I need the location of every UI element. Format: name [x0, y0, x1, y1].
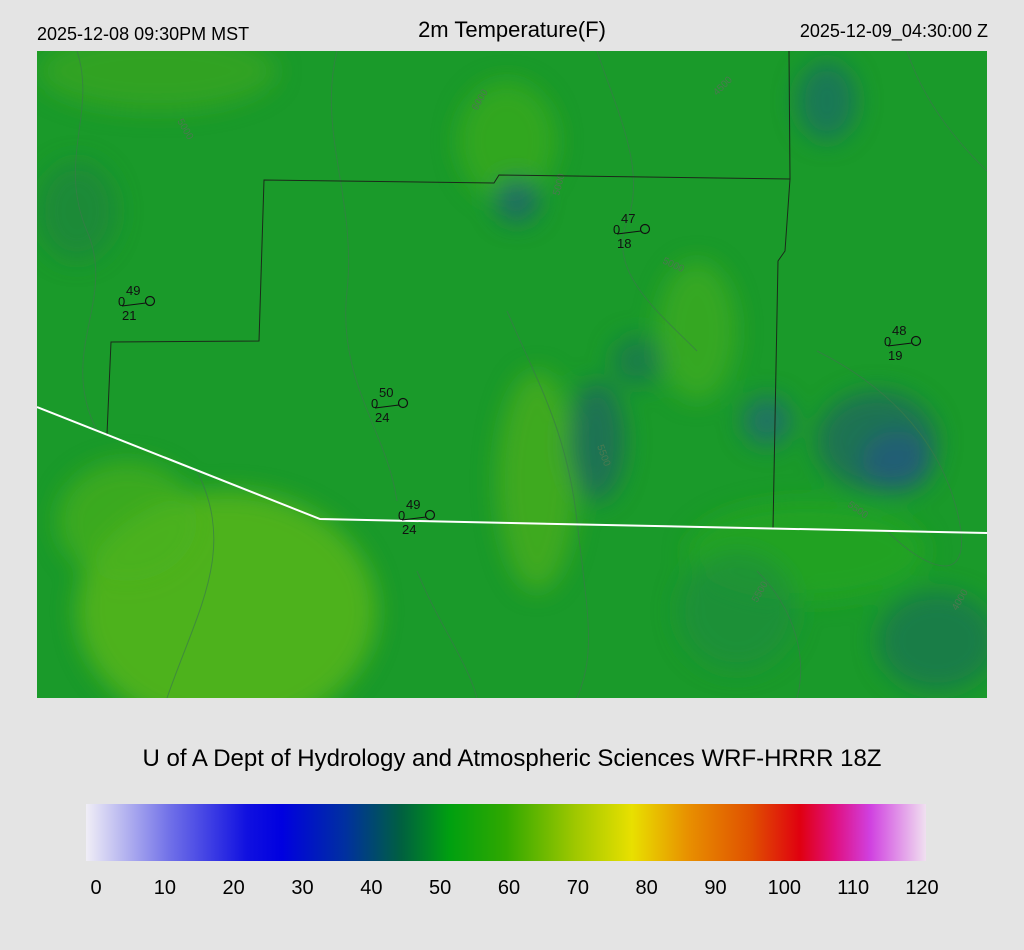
valid-time-utc: 2025-12-09_04:30:00 Z — [799, 21, 988, 41]
elevation-contours — [74, 51, 987, 698]
colorbar-tick-label: 110 — [837, 877, 870, 899]
temperature-map: 5000 5000 5000 5500 5500 5500 4500 4000 … — [37, 51, 987, 698]
station-wind-speed: 0 — [884, 334, 891, 349]
colorbar-tick-label: 10 — [153, 877, 176, 899]
station-circle — [639, 223, 651, 235]
station-circle — [397, 397, 409, 409]
colorbar-tick-label: 50 — [429, 877, 452, 899]
colorbar-tick-label: 20 — [222, 877, 245, 899]
colorbar-tick-label: 40 — [360, 877, 383, 899]
temperature-colorbar — [86, 804, 926, 861]
station-circle — [424, 509, 436, 521]
station-dewpoint: 21 — [122, 308, 136, 323]
station-wind-speed: 0 — [118, 294, 125, 309]
station-temperature: 47 — [621, 211, 635, 226]
attribution-credit: U of A Dept of Hydrology and Atmospheric… — [142, 745, 882, 772]
valid-time-local: 2025-12-08 09:30PM MST — [37, 24, 250, 44]
station-temperature: 50 — [379, 385, 393, 400]
colorbar-tick-label: 30 — [291, 877, 314, 899]
state-border — [37, 406, 987, 534]
wind-barb — [401, 516, 427, 521]
colorbar-tick-label: 0 — [90, 877, 102, 899]
station-wind-speed: 0 — [613, 222, 620, 237]
colorbar-tick-label: 120 — [905, 877, 939, 899]
station-dewpoint: 24 — [375, 410, 389, 425]
wind-barb — [887, 342, 913, 347]
station-temperature: 49 — [126, 283, 140, 298]
temperature-field — [37, 51, 987, 698]
station-dewpoint: 24 — [402, 522, 416, 537]
station-circle — [144, 295, 156, 307]
station-wind-speed: 0 — [371, 396, 378, 411]
colorbar-tick-label: 90 — [704, 877, 727, 899]
colorbar-tick-label: 100 — [767, 877, 802, 899]
county-boundaries — [106, 51, 791, 529]
map-title: 2m Temperature(F) — [418, 17, 606, 42]
station-dewpoint: 19 — [888, 348, 902, 363]
wind-barb — [121, 302, 147, 307]
colorbar-tick-label: 60 — [497, 877, 521, 899]
wind-barb — [616, 230, 642, 235]
station-circle — [910, 335, 922, 347]
wind-barb — [374, 404, 400, 409]
station-wind-speed: 0 — [398, 508, 405, 523]
station-temperature: 49 — [406, 497, 420, 512]
station-dewpoint: 18 — [617, 236, 631, 251]
colorbar-tick-label: 70 — [566, 877, 589, 899]
colorbar-tick-label: 80 — [635, 877, 658, 899]
station-temperature: 48 — [892, 323, 906, 338]
